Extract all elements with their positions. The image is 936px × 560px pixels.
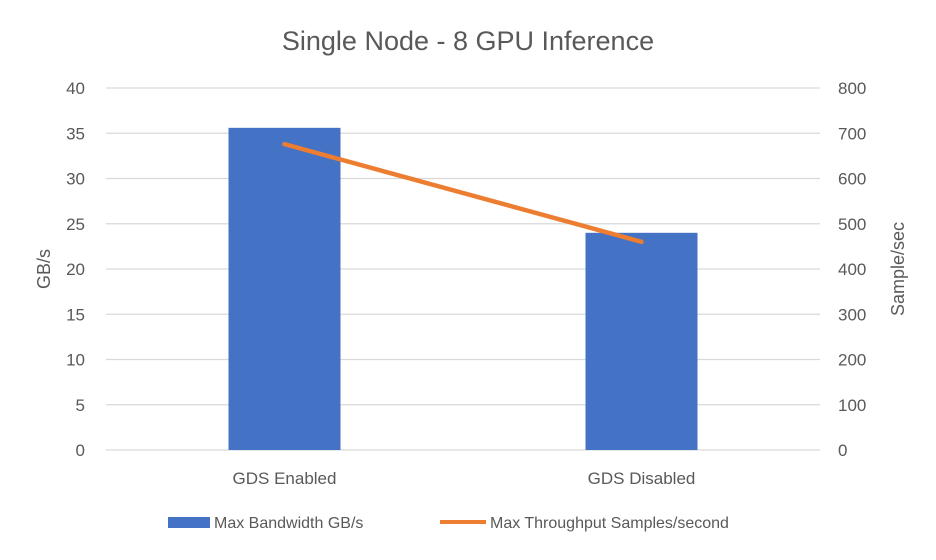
y-tick-label: 10	[66, 351, 85, 370]
y-tick-label: 30	[66, 170, 85, 189]
line-series	[282, 141, 644, 245]
chart-title: Single Node - 8 GPU Inference	[282, 26, 654, 56]
legend: Max Bandwidth GB/s Max Throughput Sample…	[168, 515, 729, 532]
legend-line-label: Max Throughput Samples/second	[490, 515, 729, 532]
legend-bar-label: Max Bandwidth GB/s	[214, 515, 363, 532]
category-label: GDS Enabled	[233, 469, 337, 488]
y2-tick-label: 0	[838, 441, 847, 460]
y2-tick-label: 200	[838, 351, 866, 370]
y-tick-label: 40	[66, 79, 85, 98]
y-axis-label: GB/s	[34, 249, 54, 289]
throughput-line	[282, 141, 644, 245]
category-labels: GDS Enabled GDS Disabled	[233, 469, 696, 488]
y2-tick-label: 800	[838, 79, 866, 98]
y2-tick-label: 100	[838, 396, 866, 415]
y2-tick-label: 300	[838, 305, 866, 324]
left-axis-ticks: 0 5 10 15 20 25 30 35 40	[66, 79, 85, 460]
category-label: GDS Disabled	[588, 469, 696, 488]
y2-axis-label: Sample/sec	[888, 222, 908, 316]
gridlines	[106, 87, 820, 451]
y-tick-label: 25	[66, 215, 85, 234]
y2-tick-label: 700	[838, 124, 866, 143]
y-tick-label: 20	[66, 260, 85, 279]
legend-bar-swatch	[168, 517, 210, 528]
y-tick-label: 35	[66, 124, 85, 143]
bar-series	[228, 127, 698, 450]
y2-tick-label: 500	[838, 215, 866, 234]
y-tick-label: 5	[76, 396, 85, 415]
y2-tick-label: 600	[838, 170, 866, 189]
y-tick-label: 15	[66, 305, 85, 324]
bar-2	[585, 232, 698, 450]
y2-tick-label: 400	[838, 260, 866, 279]
bar-1	[228, 127, 341, 450]
y-tick-label: 0	[76, 441, 85, 460]
right-axis-ticks: 0 100 200 300 400 500 600 700 800	[838, 79, 866, 460]
